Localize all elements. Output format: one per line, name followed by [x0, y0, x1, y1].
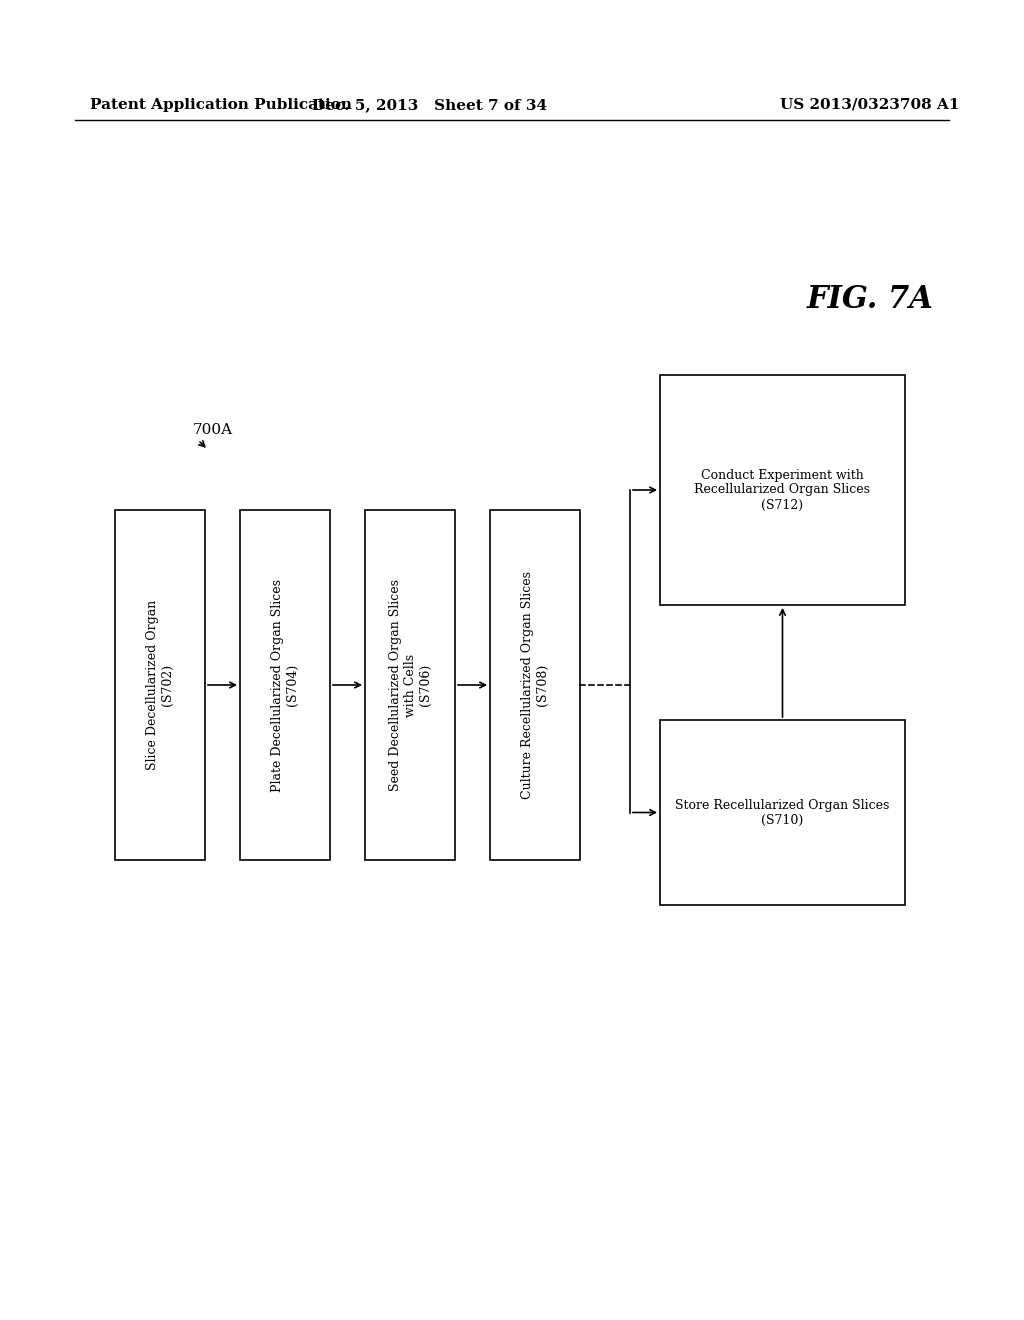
- Text: Culture Recellularized Organ Slices
(S708): Culture Recellularized Organ Slices (S70…: [521, 572, 549, 799]
- Bar: [490, 510, 580, 861]
- Text: FIG. 7A: FIG. 7A: [807, 285, 934, 315]
- Text: Dec. 5, 2013   Sheet 7 of 34: Dec. 5, 2013 Sheet 7 of 34: [312, 98, 548, 112]
- Bar: [660, 719, 905, 906]
- Text: Slice Decellularized Organ
(S702): Slice Decellularized Organ (S702): [146, 599, 174, 770]
- Bar: [660, 375, 905, 605]
- Bar: [115, 510, 205, 861]
- Text: Plate Decellularized Organ Slices
(S704): Plate Decellularized Organ Slices (S704): [271, 578, 299, 792]
- Text: Conduct Experiment with
Recellularized Organ Slices
(S712): Conduct Experiment with Recellularized O…: [694, 469, 870, 511]
- Text: Seed Decellularized Organ Slices
with Cells
(S706): Seed Decellularized Organ Slices with Ce…: [388, 579, 431, 791]
- Text: US 2013/0323708 A1: US 2013/0323708 A1: [780, 98, 959, 112]
- Text: Patent Application Publication: Patent Application Publication: [90, 98, 352, 112]
- Text: 700A: 700A: [193, 422, 233, 437]
- Text: Store Recellularized Organ Slices
(S710): Store Recellularized Organ Slices (S710): [675, 799, 890, 826]
- Bar: [240, 510, 330, 861]
- Bar: [365, 510, 455, 861]
